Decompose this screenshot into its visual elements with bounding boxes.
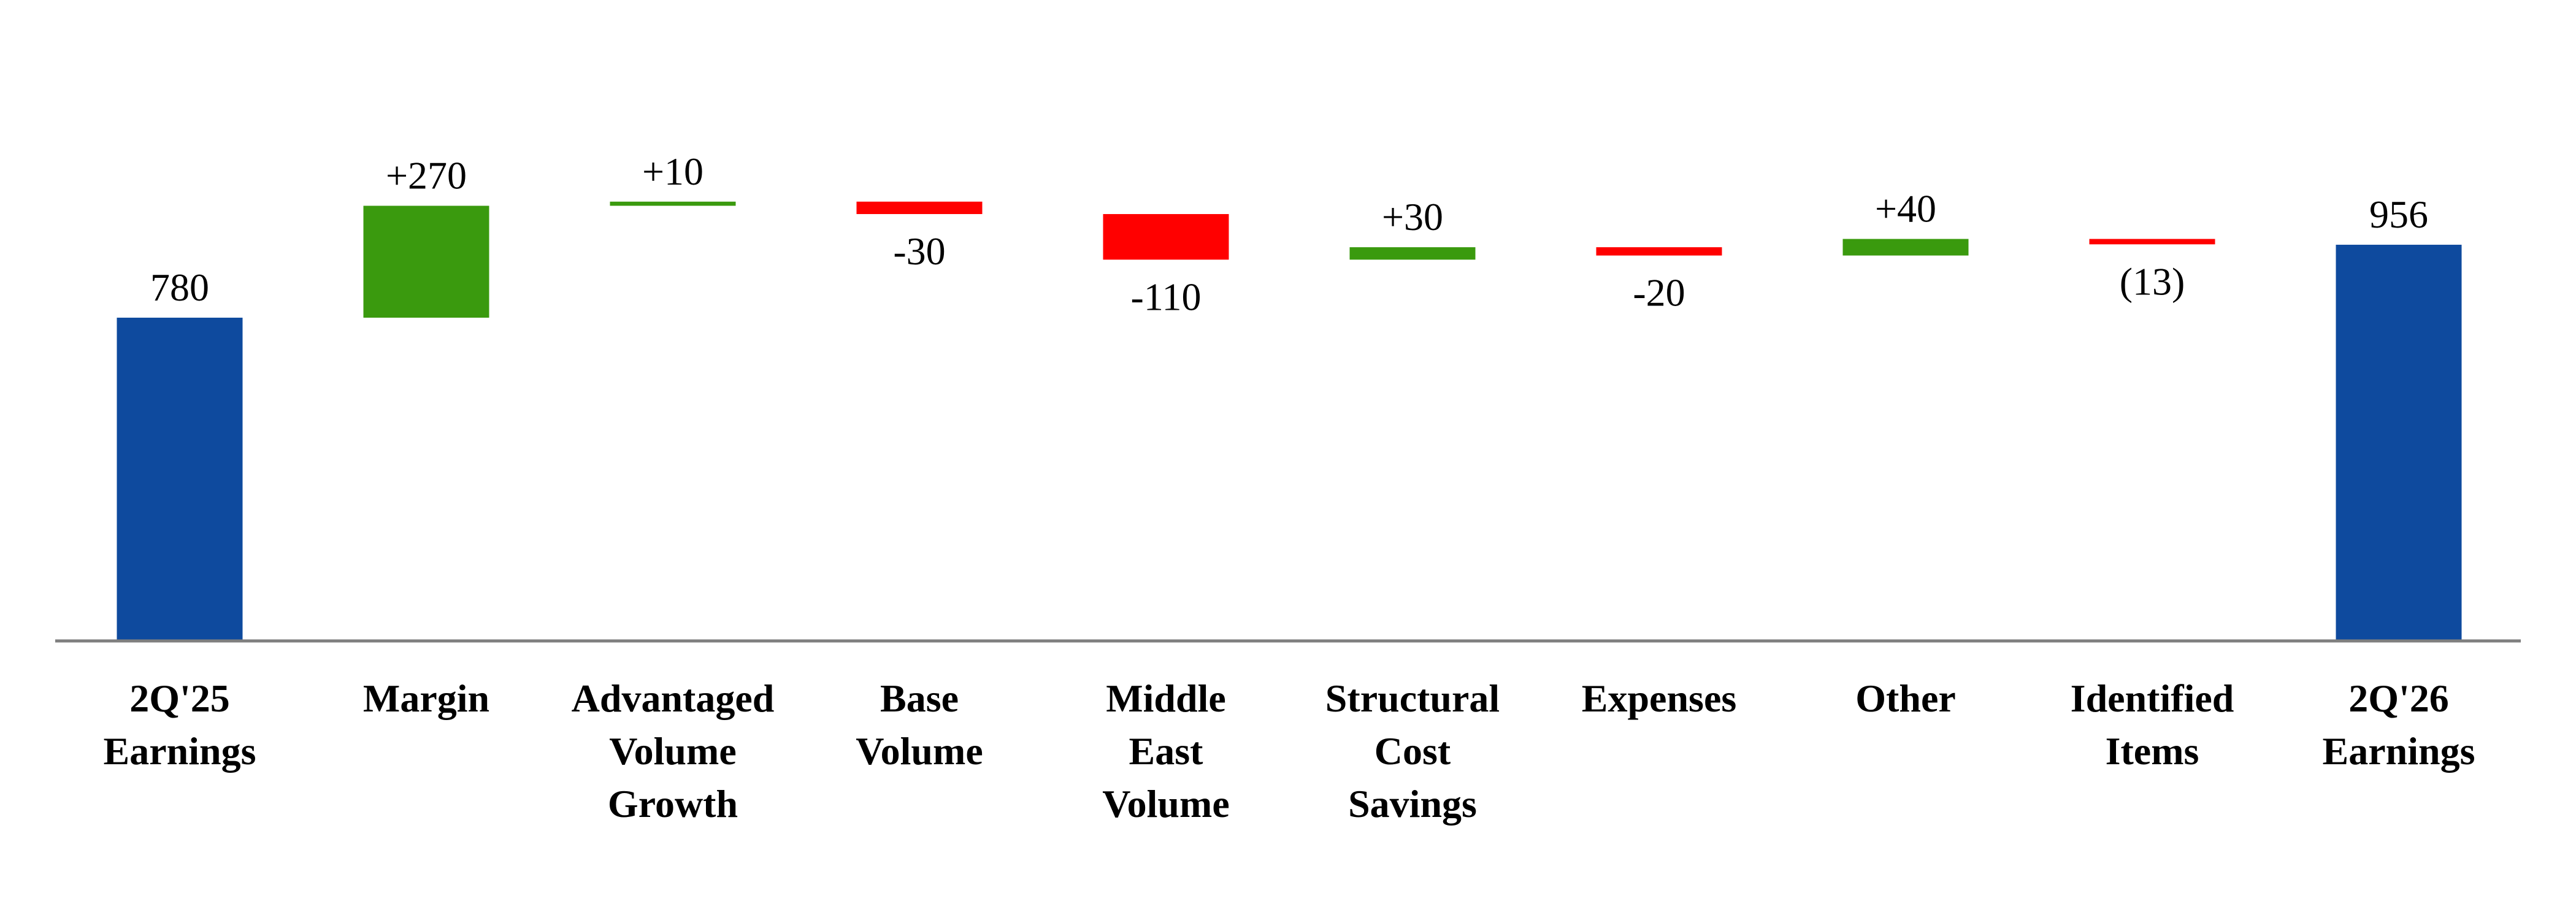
bar-other <box>1842 239 1969 256</box>
category-label-line: 2Q'26 <box>2348 677 2449 720</box>
category-label-line: Volume <box>609 729 736 773</box>
category-label-line: Margin <box>363 677 489 720</box>
category-label-line: Cost <box>1374 729 1451 773</box>
value-label-other: +40 <box>1875 187 1936 231</box>
value-label-structural-cost-savings: +30 <box>1382 195 1443 239</box>
category-label-line: Other <box>1855 677 1956 720</box>
category-label-structural-cost-savings: Structural Cost Savings <box>1325 677 1500 826</box>
bar-2q-26-earnings <box>2336 245 2462 642</box>
bar-identified-items <box>2089 239 2215 245</box>
category-label-line: Earnings <box>104 729 256 773</box>
category-label-advantaged-volume-growth: Advantaged Volume Growth <box>572 677 775 826</box>
category-label-margin: Margin <box>363 677 489 720</box>
bar-advantaged-volume-growth <box>610 201 736 206</box>
category-label-line: Expenses <box>1582 677 1737 720</box>
category-label-line: Structural <box>1325 677 1500 720</box>
category-label-line: Base <box>880 677 959 720</box>
bar-expenses <box>1596 247 1722 256</box>
category-label-other: Other <box>1855 677 1956 720</box>
bar-margin <box>363 205 489 318</box>
category-label-line: Identified <box>2071 677 2234 720</box>
category-label-base-volume: Base Volume <box>856 677 983 773</box>
value-label-margin: +270 <box>386 154 467 197</box>
bar-structural-cost-savings <box>1349 247 1476 260</box>
category-label-line: Middle <box>1106 677 1226 720</box>
value-label-2q-25-earnings: 780 <box>150 266 209 309</box>
category-label-line: Savings <box>1348 782 1477 826</box>
value-label-expenses: -20 <box>1633 271 1685 315</box>
category-label-line: Volume <box>856 729 983 773</box>
category-label-line: Items <box>2106 729 2199 773</box>
value-labels-layer: 780 +270 +10 -30 -110 +30 -20 +40 (13) 956 <box>150 150 2428 319</box>
value-label-middle-east-volume: -110 <box>1131 275 1202 318</box>
category-label-line: 2Q'25 <box>129 677 230 720</box>
category-labels-layer: 2Q'25 Earnings Margin Advantaged Volume Growt… <box>104 677 2475 826</box>
category-label-middle-east-volume: Middle East Volume <box>1102 677 1229 826</box>
bar-middle-east-volume <box>1103 214 1229 260</box>
bar-2q-25-earnings <box>117 317 243 641</box>
category-label-line: Growth <box>608 782 738 826</box>
category-label-2q-26-earnings: 2Q'26 Earnings <box>2323 677 2475 773</box>
value-label-base-volume: -30 <box>893 229 945 273</box>
category-label-expenses: Expenses <box>1582 677 1737 720</box>
category-label-2q-25-earnings: 2Q'25 Earnings <box>104 677 256 773</box>
value-label-advantaged-volume-growth: +10 <box>642 150 703 193</box>
category-label-line: Earnings <box>2323 729 2475 773</box>
category-label-line: Volume <box>1102 782 1229 826</box>
category-label-line: East <box>1129 729 1204 773</box>
value-label-identified-items: (13) <box>2120 259 2185 303</box>
bar-base-volume <box>856 201 983 215</box>
value-label-2q-26-earnings: 956 <box>2369 193 2428 236</box>
bars-layer <box>117 201 2462 642</box>
category-label-identified-items: Identified Items <box>2071 677 2234 773</box>
category-label-line: Advantaged <box>572 677 775 720</box>
